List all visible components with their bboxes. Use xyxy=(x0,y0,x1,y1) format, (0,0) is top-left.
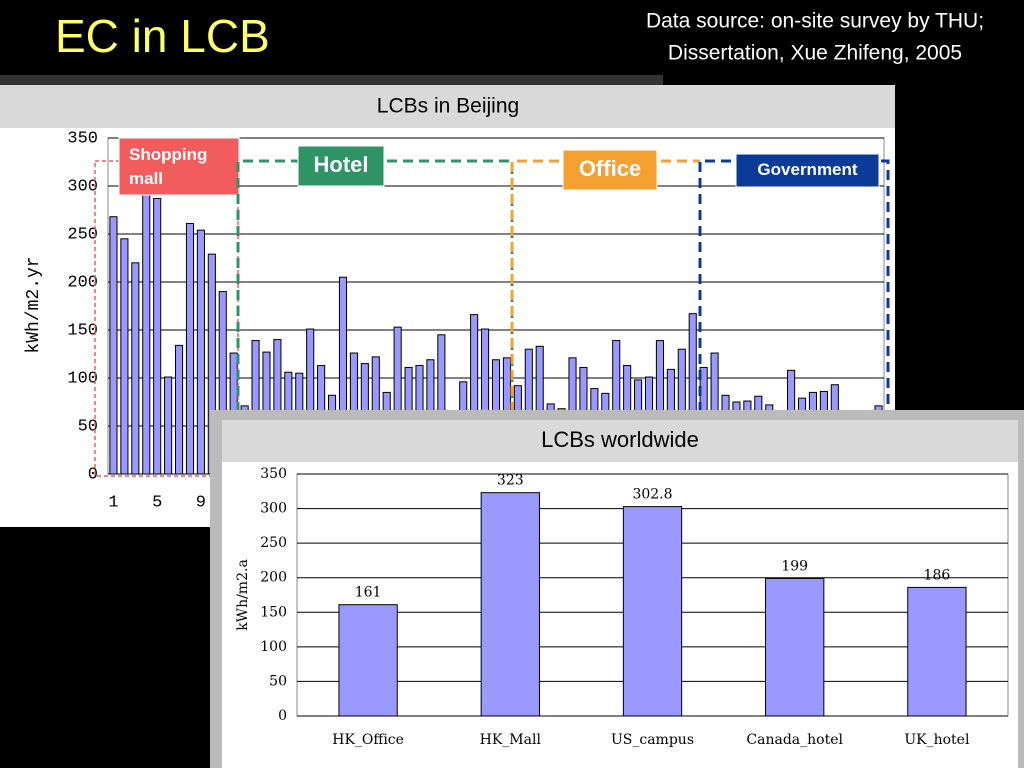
annotation-label: Shopping mall xyxy=(129,145,207,188)
y-tick-label: 300 xyxy=(67,177,98,196)
bar xyxy=(164,376,173,475)
value-label: 199 xyxy=(781,558,808,574)
y-axis-label: kWh/m2.a xyxy=(235,559,251,631)
bar xyxy=(196,229,205,475)
annotation-box xyxy=(297,145,385,187)
annotation-label: Hotel xyxy=(314,152,369,177)
bar xyxy=(174,344,184,475)
annotation-box xyxy=(118,137,240,196)
source: Dissertation, Xue Zhifeng, 2005 xyxy=(668,42,962,65)
x-tick-label: 1 xyxy=(108,493,118,512)
panel-header xyxy=(222,420,1018,462)
y-tick-label: 150 xyxy=(260,604,287,620)
x-tick-label: US_campus xyxy=(611,732,694,748)
y-tick-label: 100 xyxy=(67,369,98,388)
y-axis-label: kWh/m2.yr xyxy=(24,256,44,353)
chart-title: LCBs worldwide xyxy=(541,427,699,452)
value-label: 323 xyxy=(497,473,524,489)
y-tick-label: 100 xyxy=(260,639,287,655)
bar xyxy=(480,492,540,717)
value-label: 186 xyxy=(924,567,951,583)
bar xyxy=(109,216,118,475)
source: Data source: on-site survey by THU; xyxy=(646,10,984,33)
x-tick-label: HK_Mall xyxy=(480,732,542,748)
x-tick-label: 5 xyxy=(152,493,162,512)
bar xyxy=(120,238,129,475)
y-tick-label: 300 xyxy=(260,501,287,517)
x-tick-label: UK_hotel xyxy=(904,732,970,748)
annotation-label: Office xyxy=(579,156,641,181)
bar xyxy=(185,222,195,475)
bar xyxy=(153,197,162,475)
y-tick-label: 350 xyxy=(260,466,287,482)
bar xyxy=(142,189,151,475)
bar xyxy=(907,586,967,717)
y-tick-label: 50 xyxy=(78,417,98,436)
value-label: 161 xyxy=(355,585,382,601)
bar xyxy=(338,604,398,717)
bar xyxy=(131,262,140,475)
y-tick-label: 200 xyxy=(260,570,287,586)
y-tick-label: 350 xyxy=(67,129,98,148)
y-tick-label: 0 xyxy=(278,708,287,724)
x-tick-label: Canada_hotel xyxy=(746,732,843,748)
x-tick-label: 9 xyxy=(196,493,206,512)
strip xyxy=(0,75,663,85)
bar xyxy=(622,506,683,717)
y-tick-label: 200 xyxy=(67,273,98,292)
chart: LCBs worldwide 0 50 100 150 200 250 300 350 kWh/m… xyxy=(235,427,1009,748)
y-tick-label: 250 xyxy=(260,535,287,551)
y-tick-label: 50 xyxy=(269,673,287,689)
chart-title: LCBs in Beijing xyxy=(377,95,519,118)
bar xyxy=(765,577,825,717)
panel-header xyxy=(0,85,895,128)
value-label: 302.8 xyxy=(632,487,672,503)
x-tick-label: HK_Office xyxy=(332,732,404,748)
y-tick-label: 150 xyxy=(67,321,98,340)
annotation-label: Government xyxy=(757,160,857,179)
y-tick-label: 0 xyxy=(88,465,98,484)
y-tick-label: 250 xyxy=(67,225,98,244)
annotation-box xyxy=(735,153,880,188)
slide-title: EC in LCB xyxy=(55,10,270,62)
annotation-box xyxy=(562,149,658,191)
